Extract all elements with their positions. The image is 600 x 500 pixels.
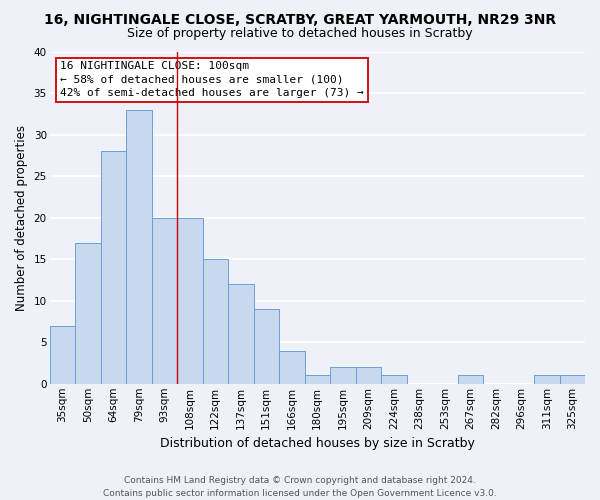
Text: 16, NIGHTINGALE CLOSE, SCRATBY, GREAT YARMOUTH, NR29 3NR: 16, NIGHTINGALE CLOSE, SCRATBY, GREAT YA… (44, 12, 556, 26)
Bar (228, 284, 254, 384)
Bar (152, 218, 177, 384)
Bar (560, 376, 585, 384)
Bar (177, 218, 203, 384)
Bar (534, 376, 560, 384)
Bar (279, 350, 305, 384)
Text: Size of property relative to detached houses in Scratby: Size of property relative to detached ho… (127, 28, 473, 40)
Bar (101, 151, 126, 384)
Bar (381, 376, 407, 384)
Text: 16 NIGHTINGALE CLOSE: 100sqm
← 58% of detached houses are smaller (100)
42% of s: 16 NIGHTINGALE CLOSE: 100sqm ← 58% of de… (60, 62, 364, 98)
Y-axis label: Number of detached properties: Number of detached properties (15, 124, 28, 310)
X-axis label: Distribution of detached houses by size in Scratby: Distribution of detached houses by size … (160, 437, 475, 450)
Bar (305, 376, 330, 384)
Text: Contains HM Land Registry data © Crown copyright and database right 2024.
Contai: Contains HM Land Registry data © Crown c… (103, 476, 497, 498)
Bar (203, 259, 228, 384)
Bar (50, 326, 75, 384)
Bar (126, 110, 152, 384)
Bar (75, 242, 101, 384)
Bar (458, 376, 483, 384)
Bar (254, 309, 279, 384)
Bar (330, 367, 356, 384)
Bar (356, 367, 381, 384)
